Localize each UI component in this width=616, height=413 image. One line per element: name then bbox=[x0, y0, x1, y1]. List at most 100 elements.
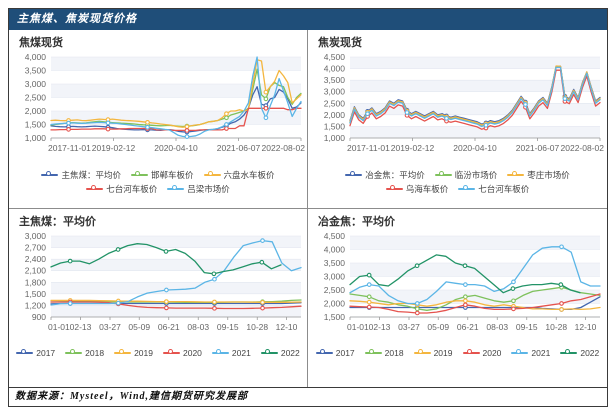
svg-text:03-27: 03-27 bbox=[99, 322, 121, 332]
series-marker-icon bbox=[385, 185, 403, 194]
svg-text:08-03: 08-03 bbox=[187, 322, 209, 332]
svg-text:09-15: 09-15 bbox=[516, 322, 538, 332]
series-marker-icon bbox=[434, 171, 452, 180]
svg-text:1,500: 1,500 bbox=[324, 312, 346, 322]
legend-item: 邯郸车板价 bbox=[130, 169, 194, 181]
series-marker-icon bbox=[458, 185, 476, 194]
series-marker-icon bbox=[507, 171, 525, 180]
data-source-text: 数据来源：Mysteel，Wind,建信期货研究发展部 bbox=[15, 391, 249, 402]
svg-text:2,500: 2,500 bbox=[324, 98, 346, 108]
series-marker-icon bbox=[260, 348, 278, 357]
legend-label: 临汾市场价 bbox=[454, 170, 498, 180]
legend-label: 六盘水车板价 bbox=[223, 170, 275, 180]
report-title: 主焦煤、焦炭现货价格 bbox=[17, 13, 137, 25]
series-marker-icon bbox=[167, 185, 185, 194]
svg-text:4,500: 4,500 bbox=[324, 52, 346, 62]
svg-text:900: 900 bbox=[31, 312, 45, 322]
series-marker-icon bbox=[130, 171, 148, 180]
chart-legend: 2017 2018 2019 2020 2021 2022 bbox=[308, 347, 607, 359]
legend-label: 2022 bbox=[580, 347, 600, 358]
line-chart: 1,000 1,500 2,000 2,500 3,000 3,500 4,000 2017-… bbox=[24, 52, 305, 153]
legend-item: 2019 bbox=[413, 347, 453, 358]
chart-grid: 焦煤现货 1,000 1,500 2,000 2,500 3,000 3,500 4,000… bbox=[9, 30, 607, 387]
svg-text:1,500: 1,500 bbox=[24, 120, 46, 130]
svg-text:1,200: 1,200 bbox=[24, 300, 46, 310]
legend-label: 2021 bbox=[531, 347, 551, 358]
svg-text:06-21: 06-21 bbox=[457, 322, 479, 332]
svg-text:2020-04-10: 2020-04-10 bbox=[154, 143, 198, 153]
svg-text:1,000: 1,000 bbox=[24, 133, 46, 143]
series-marker-icon bbox=[211, 348, 229, 357]
legend-label: 2020 bbox=[482, 347, 502, 358]
series-marker-icon bbox=[413, 348, 431, 357]
legend-item: 2017 bbox=[315, 348, 355, 358]
legend-item: 2022 bbox=[560, 348, 599, 358]
svg-text:4,000: 4,000 bbox=[324, 64, 346, 74]
chart-panel-coking-coal-seasonal: 主焦煤：平均价 900 1,200 1,500 1,800 2,100 2,400 2,70… bbox=[9, 208, 308, 387]
svg-text:2021-06-07: 2021-06-07 bbox=[516, 143, 560, 153]
legend-label: 2019 bbox=[433, 347, 453, 358]
svg-text:08-03: 08-03 bbox=[486, 322, 508, 332]
svg-text:3,000: 3,000 bbox=[324, 271, 346, 281]
svg-text:2021-06-07: 2021-06-07 bbox=[216, 143, 260, 153]
line-chart: 1,500 2,000 2,500 3,000 3,500 4,000 4,500 01-01… bbox=[324, 231, 601, 332]
legend-label: 2018 bbox=[384, 347, 404, 358]
svg-text:4,500: 4,500 bbox=[324, 231, 346, 241]
legend-label: 主焦煤：平均价 bbox=[61, 170, 121, 180]
svg-text:4,000: 4,000 bbox=[24, 52, 46, 62]
svg-text:10-28: 10-28 bbox=[545, 322, 567, 332]
svg-text:12-10: 12-10 bbox=[575, 322, 597, 332]
svg-text:4,000: 4,000 bbox=[324, 244, 346, 254]
legend-item: 七台河车板价 bbox=[458, 183, 529, 195]
series-marker-icon bbox=[86, 185, 104, 194]
legend-label: 2017 bbox=[36, 347, 56, 358]
svg-text:2,100: 2,100 bbox=[24, 265, 46, 275]
chart-legend: 主焦煤：平均价 邯郸车板价 六盘水车板价七台河车板价 吕梁市场价 bbox=[30, 168, 286, 196]
series-marker-icon bbox=[364, 348, 382, 357]
legend-label: 2021 bbox=[231, 347, 251, 358]
series-marker-icon bbox=[462, 348, 480, 357]
legend-item: 2020 bbox=[462, 347, 502, 358]
svg-text:2,000: 2,000 bbox=[324, 298, 346, 308]
legend-item: 2021 bbox=[511, 348, 550, 358]
svg-text:2017-11-01: 2017-11-01 bbox=[347, 143, 390, 153]
legend-item: 主焦煤：平均价 bbox=[41, 169, 121, 181]
legend-item: 2018 bbox=[364, 347, 404, 358]
series-marker-icon bbox=[16, 348, 34, 357]
legend-item: 七台河车板价 bbox=[86, 183, 157, 195]
legend-label: 2022 bbox=[280, 347, 300, 358]
legend-label: 2020 bbox=[183, 347, 202, 358]
legend-label: 2019 bbox=[134, 347, 153, 358]
svg-text:06-21: 06-21 bbox=[157, 322, 179, 332]
legend-item: 2020 bbox=[163, 348, 202, 358]
legend-label: 七台河车板价 bbox=[106, 184, 158, 194]
svg-text:3,500: 3,500 bbox=[324, 258, 346, 268]
report-frame: 主焦煤、焦炭现货价格 焦煤现货 1,000 1,500 2,000 2,500 3,00… bbox=[8, 8, 608, 407]
report-header: 主焦煤、焦炭现货价格 bbox=[9, 9, 607, 30]
chart-legend: 2017 2018 2019 2020 2021 2022 bbox=[9, 347, 307, 359]
series-marker-icon bbox=[345, 171, 363, 180]
svg-text:3,000: 3,000 bbox=[324, 87, 346, 97]
legend-item: 枣庄市场价 bbox=[507, 169, 570, 181]
series-marker-icon bbox=[114, 348, 132, 357]
legend-label: 冶金焦：平均价 bbox=[365, 170, 425, 180]
legend-item: 吕梁市场价 bbox=[167, 183, 230, 195]
svg-text:2019-02-12: 2019-02-12 bbox=[91, 143, 135, 153]
svg-text:02-13: 02-13 bbox=[369, 322, 391, 332]
series-marker-icon bbox=[511, 348, 529, 357]
chart-panel-coke-spot: 焦炭现货 1,000 1,500 2,000 2,500 3,000 3,500 4,000… bbox=[308, 30, 607, 209]
series-marker-icon bbox=[203, 171, 221, 180]
svg-text:2017-11-01: 2017-11-01 bbox=[48, 143, 91, 153]
chart-title: 焦煤现货 bbox=[19, 37, 63, 49]
svg-text:02-13: 02-13 bbox=[69, 322, 91, 332]
svg-text:2020-04-10: 2020-04-10 bbox=[453, 143, 497, 153]
svg-text:2022-08-02: 2022-08-02 bbox=[261, 143, 305, 153]
svg-text:12-10: 12-10 bbox=[275, 322, 297, 332]
legend-item: 2017 bbox=[16, 348, 55, 358]
chart-legend: 冶金焦：平均价 临汾市场价 枣庄市场价 乌海车板价 七台河车板价 bbox=[330, 168, 586, 196]
chart-panel-met-coke-seasonal: 冶金焦：平均价 1,500 2,000 2,500 3,000 3,500 4,000 4,… bbox=[308, 209, 607, 388]
legend-item: 2022 bbox=[260, 347, 300, 358]
svg-text:3,000: 3,000 bbox=[24, 231, 46, 241]
legend-label: 吕梁市场价 bbox=[187, 184, 230, 194]
